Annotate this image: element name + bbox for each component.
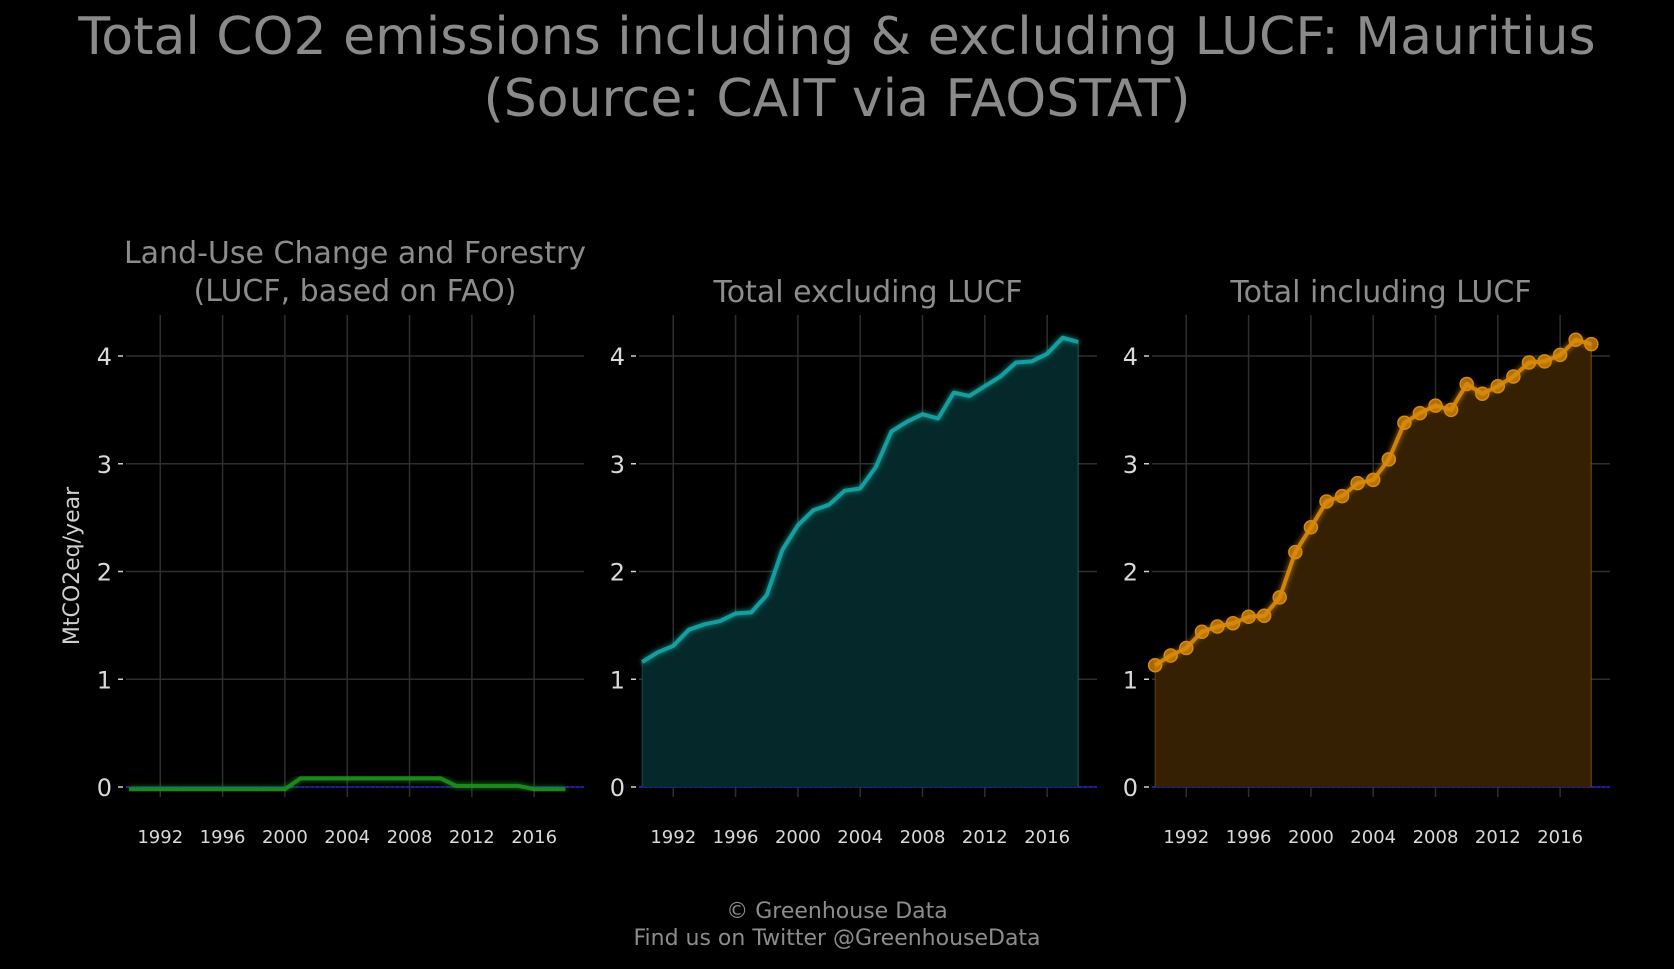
- x-tick-label: 2008: [387, 827, 433, 848]
- data-point: [1179, 640, 1194, 656]
- x-tick-label: 2012: [962, 827, 1008, 848]
- data-point: [1490, 378, 1506, 394]
- panel-3: 0 1 2 3 4 1992 1996 2000 2004 2008 2012 2016 Total i…: [1123, 275, 1610, 848]
- data-point: [1288, 544, 1303, 560]
- chart-title-line1: Total CO2 emissions including & excludin…: [78, 7, 1596, 67]
- data-point: [1506, 369, 1521, 384]
- data-point: [1412, 405, 1428, 421]
- y-tick-label: 3: [610, 451, 625, 479]
- data-point: [1443, 402, 1459, 418]
- data-point: [1241, 609, 1256, 625]
- footer-twitter: Find us on Twitter @GreenhouseData: [633, 926, 1041, 951]
- x-tick-label: 2012: [1475, 827, 1521, 848]
- x-tick-label: 2004: [324, 827, 370, 848]
- x-tick-label: 1992: [1163, 827, 1209, 848]
- y-tick-label: 4: [1123, 343, 1138, 371]
- data-point: [1303, 520, 1319, 535]
- panel-title: (LUCF, based on FAO): [194, 274, 517, 309]
- data-point: [1459, 376, 1474, 392]
- x-tick-label: 2012: [449, 827, 495, 848]
- data-point: [1521, 355, 1537, 370]
- x-tick-label: 2000: [775, 827, 821, 848]
- footer-copyright: © Greenhouse Data: [726, 899, 948, 924]
- series-line: [129, 776, 566, 792]
- panel-1: 0 1 2 3 4 1992 1996 2000 2004 2008 2012 2016 Land-Us…: [60, 236, 586, 848]
- data-point: [1194, 624, 1210, 640]
- data-point: [1163, 648, 1178, 663]
- data-point: [1225, 615, 1241, 631]
- x-tick-label: 2016: [511, 827, 557, 848]
- data-point: [1147, 657, 1163, 673]
- x-tick-label: 2000: [1288, 827, 1334, 848]
- data-point: [1584, 336, 1599, 352]
- chart-title: Total CO2 emissions including & excludin…: [0, 6, 1674, 130]
- y-tick-label: 2: [97, 559, 112, 587]
- x-tick-label: 2004: [837, 827, 883, 848]
- data-point: [1381, 452, 1397, 467]
- y-tick-label: 0: [1123, 774, 1138, 802]
- data-point: [1256, 608, 1272, 623]
- x-tick-label: 1996: [200, 827, 246, 848]
- y-tick-label: 3: [1123, 451, 1138, 479]
- panel-title: Land-Use Change and Forestry: [124, 236, 586, 271]
- data-point: [1210, 619, 1225, 634]
- y-tick-label: 2: [1123, 559, 1138, 587]
- data-point: [1319, 494, 1334, 509]
- panel-title: Total excluding LUCF: [713, 275, 1023, 310]
- x-tick-label: 1992: [650, 827, 696, 848]
- chart-title-line2: (Source: CAIT via FAOSTAT): [483, 69, 1191, 129]
- series-area: [642, 337, 1079, 787]
- x-tick-label: 2000: [262, 827, 308, 848]
- series-area: [1155, 339, 1592, 787]
- x-tick-label: 1996: [713, 827, 759, 848]
- y-tick-label: 0: [610, 774, 625, 802]
- x-tick-label: 2008: [1413, 827, 1459, 848]
- y-tick-label: 3: [97, 451, 112, 479]
- y-tick-label: 1: [610, 666, 625, 694]
- panel-title: Total including LUCF: [1229, 275, 1531, 310]
- series-line: [641, 335, 1079, 664]
- panel-2: 0 1 2 3 4 1992 1996 2000 2004 2008 2012 2016 Total e…: [610, 275, 1097, 848]
- y-tick-label: 2: [610, 559, 625, 587]
- y-axis-label: MtCO2eq/year: [60, 486, 85, 645]
- data-point: [1475, 386, 1490, 401]
- footer: © Greenhouse Data Find us on Twitter @Gr…: [0, 898, 1674, 952]
- x-tick-label: 2016: [1024, 827, 1070, 848]
- x-tick-label: 2016: [1537, 827, 1583, 848]
- x-tick-label: 1992: [137, 827, 183, 848]
- y-tick-label: 0: [97, 774, 112, 802]
- y-tick-label: 4: [97, 343, 112, 371]
- y-tick-label: 4: [610, 343, 625, 371]
- data-point: [1350, 475, 1365, 491]
- x-tick-label: 2008: [900, 827, 946, 848]
- data-point: [1552, 347, 1568, 363]
- y-tick-label: 1: [97, 666, 112, 694]
- data-point: [1428, 398, 1443, 413]
- data-point: [1365, 472, 1381, 488]
- data-point: [1537, 354, 1552, 369]
- data-point: [1334, 488, 1350, 504]
- x-tick-label: 1996: [1226, 827, 1272, 848]
- data-point: [1568, 332, 1583, 348]
- data-point: [1272, 590, 1287, 605]
- y-tick-label: 1: [1123, 666, 1138, 694]
- data-point: [1397, 415, 1412, 431]
- x-tick-label: 2004: [1350, 827, 1396, 848]
